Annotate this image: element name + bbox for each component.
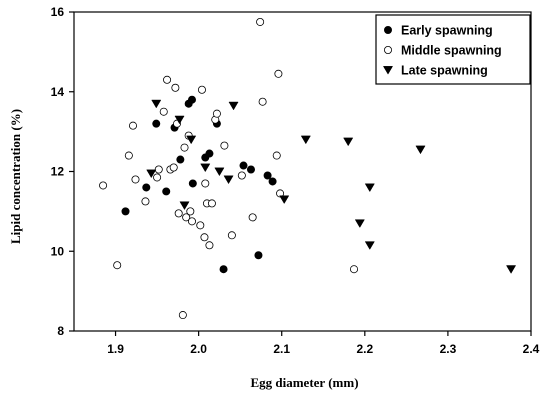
late-spawning-point: [200, 163, 211, 173]
late-spawning-point: [179, 201, 190, 211]
middle-spawning-point: [153, 173, 162, 182]
early-spawning-point: [162, 187, 171, 196]
early-spawning-point: [188, 179, 197, 188]
middle-spawning-point: [169, 163, 178, 172]
legend-label-early-spawning: Early spawning: [401, 24, 493, 38]
legend-marker-late-spawning: [382, 66, 394, 75]
middle-spawning-point: [256, 17, 265, 26]
late-spawning-point: [343, 137, 354, 147]
middle-spawning-point: [124, 151, 133, 160]
middle-spawning-point: [237, 171, 246, 180]
middle-spawning-point: [276, 189, 285, 198]
early-spawning-point: [152, 119, 161, 128]
middle-spawning-point: [174, 209, 183, 218]
legend: Early spawning Middle spawning Late spawni…: [375, 14, 531, 85]
early-spawning-point: [121, 207, 130, 216]
y-tick-label: 14: [51, 85, 65, 99]
middle-spawning-point: [227, 231, 236, 240]
early-spawning-point: [205, 149, 214, 158]
x-tick-label: 2.1: [273, 342, 290, 356]
late-spawning-point: [364, 241, 375, 250]
late-spawning-point: [214, 167, 225, 177]
middle-spawning-point: [180, 143, 189, 152]
late-spawning-point: [279, 195, 290, 205]
legend-label-middle-spawning: Middle spawning: [401, 44, 502, 58]
late-spawning-point: [228, 101, 239, 111]
legend-marker-middle-spawning: [383, 46, 392, 55]
middle-spawning-point: [205, 241, 214, 250]
y-tick-label: 10: [51, 244, 65, 258]
middle-spawning-point: [163, 75, 172, 84]
middle-spawning-point: [141, 197, 150, 206]
middle-spawning-point: [131, 175, 140, 184]
early-spawning-point: [176, 155, 185, 164]
late-spawning-point: [415, 145, 426, 155]
middle-spawning-point: [248, 213, 257, 222]
y-tick-label: 16: [51, 5, 65, 19]
middle-spawning-point: [207, 199, 216, 208]
middle-spawning-point: [178, 311, 187, 320]
legend-label-late-spawning: Late spawning: [401, 64, 488, 78]
late-spawning-point: [174, 115, 185, 125]
late-spawning-point: [186, 135, 197, 145]
middle-spawning-point: [182, 213, 191, 222]
middle-spawning-point: [128, 121, 137, 130]
early-spawning-point: [142, 183, 151, 192]
middle-spawning-point: [197, 85, 206, 94]
middle-spawning-point: [274, 69, 283, 78]
x-tick-label: 2.4: [523, 342, 540, 356]
late-spawning-point: [364, 183, 375, 193]
middle-spawning-point: [99, 181, 108, 190]
x-axis-title: Egg diameter (mm): [250, 375, 358, 390]
middle-spawning-point: [196, 221, 205, 230]
middle-spawning-point: [272, 151, 281, 160]
x-tick-label: 2.2: [356, 342, 373, 356]
late-spawning-point: [223, 175, 234, 185]
x-tick-label: 2.3: [440, 342, 457, 356]
early-spawning-point: [254, 251, 263, 260]
late-spawning-point: [151, 99, 162, 109]
y-axis-title: Lipid concentration (%): [8, 109, 23, 244]
middle-spawning-point: [159, 107, 168, 116]
y-tick-label: 12: [51, 165, 65, 179]
late-spawning-point: [506, 265, 517, 274]
x-tick-label: 1.9: [107, 342, 124, 356]
middle-spawning-point: [154, 165, 163, 174]
early-spawning-point: [246, 165, 255, 174]
middle-spawning-point: [186, 207, 195, 216]
axes: 1.9 2.0 2.1 2.2 2.3 2.4 8 10 12 14 16: [51, 5, 540, 356]
late-spawning-point: [300, 135, 311, 145]
late-spawning-point: [146, 169, 157, 179]
early-spawning-point: [263, 171, 272, 180]
late-spawning-point: [354, 219, 365, 228]
middle-spawning-point: [113, 261, 122, 270]
middle-spawning-point: [220, 141, 229, 150]
middle-spawning-point: [258, 97, 267, 106]
early-spawning-point: [187, 95, 196, 104]
middle-spawning-point: [212, 109, 221, 118]
early-spawning-point: [239, 161, 248, 170]
legend-box: [375, 14, 531, 85]
middle-spawning-point: [187, 217, 196, 226]
middle-spawning-point: [171, 83, 180, 92]
x-tick-label: 2.0: [190, 342, 207, 356]
early-spawning-point: [268, 177, 277, 186]
data-markers: [99, 17, 517, 320]
early-spawning-point: [219, 265, 228, 274]
middle-spawning-point: [200, 233, 209, 242]
legend-marker-early-spawning: [383, 25, 392, 34]
y-tick-label: 8: [57, 324, 64, 338]
middle-spawning-point: [350, 265, 359, 274]
middle-spawning-point: [201, 179, 210, 188]
